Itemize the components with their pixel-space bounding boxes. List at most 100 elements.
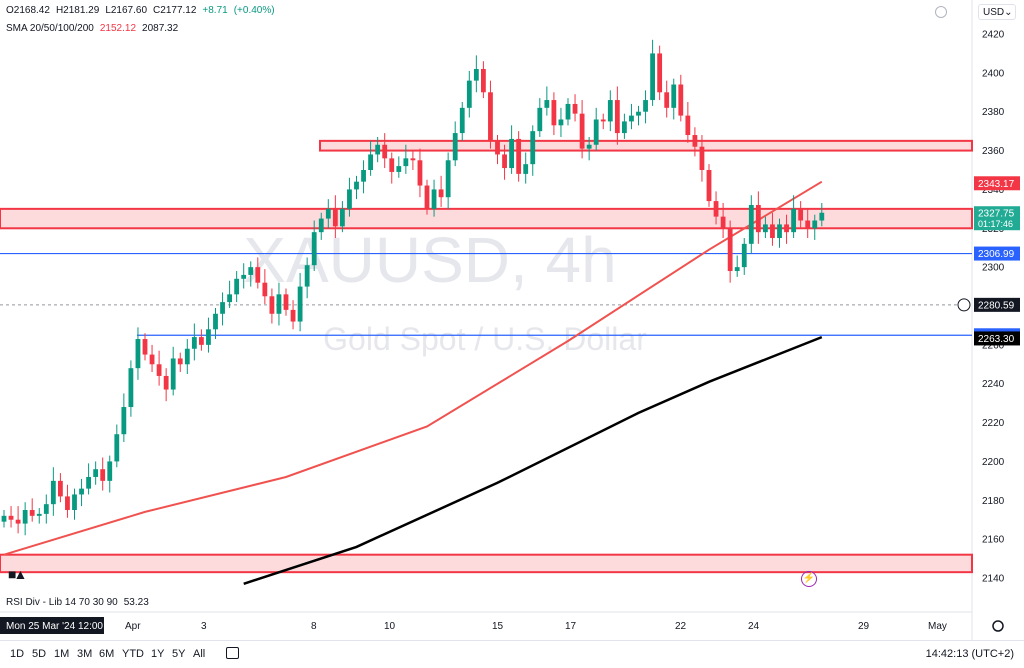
candle-body: [375, 144, 381, 155]
x-tick-label: 3: [201, 621, 207, 632]
candle-body: [572, 103, 578, 114]
candle-body: [558, 119, 564, 126]
candle-body: [643, 100, 648, 112]
candle-body: [791, 208, 796, 233]
candle-body: [177, 358, 183, 365]
add-alert-icon[interactable]: [957, 298, 971, 312]
price-label-bg: [974, 331, 1020, 346]
candle-body: [699, 146, 705, 170]
bolt-icon[interactable]: ⚡: [801, 571, 817, 587]
candle-body: [325, 208, 331, 219]
candle-body: [614, 100, 620, 134]
candle-body: [318, 218, 324, 233]
candle-body: [495, 140, 500, 155]
ohlc-close: C2177.12: [153, 5, 197, 16]
candle-body: [502, 154, 507, 169]
y-tick-label: 2180: [982, 496, 1005, 507]
sma-value-1: 2152.12: [99, 23, 137, 34]
candles: [1, 39, 825, 536]
candle-body: [170, 358, 176, 390]
candle-body: [297, 286, 303, 322]
tf-all[interactable]: All: [193, 648, 206, 660]
candle-body: [206, 329, 211, 345]
candle-body: [706, 170, 712, 202]
candle-body: [50, 480, 56, 505]
tf-1d[interactable]: 1D: [10, 648, 25, 660]
tf-3m[interactable]: 3M: [77, 648, 93, 660]
candle-body: [657, 53, 663, 93]
price-label-bg: [974, 206, 1020, 231]
tf-5y[interactable]: 5Y: [172, 648, 186, 660]
candle-body: [607, 100, 613, 122]
chart-settings-icon[interactable]: [935, 6, 947, 18]
x-tick-label: 8: [311, 621, 317, 632]
candle-body: [410, 158, 416, 161]
supply-demand-zone: [0, 207, 973, 230]
tf-ytd[interactable]: YTD: [122, 648, 144, 660]
candle-body: [516, 138, 522, 174]
candle-body: [664, 92, 670, 108]
candle-body: [678, 84, 684, 116]
price-label: 2306.99: [978, 249, 1015, 260]
chevron-down-icon: ⌄: [1004, 6, 1013, 18]
candle-body: [565, 103, 571, 120]
y-tick-label: 2160: [982, 535, 1005, 546]
currency-label: USD: [983, 6, 1005, 18]
calendar-icon[interactable]: [226, 647, 239, 659]
candle-body: [622, 121, 627, 134]
watermark-description: Gold Spot / U.S. Dollar: [323, 321, 647, 357]
price-label-countdown: 01:17:46: [978, 219, 1013, 229]
sma-red-line: [3, 180, 823, 556]
price-label-bg: [974, 297, 1020, 312]
candle-body: [220, 302, 225, 314]
clock[interactable]: 14:42:13 (UTC+2): [925, 648, 1014, 660]
candle-body: [276, 294, 282, 314]
sma-legend[interactable]: SMA 20/50/100/200 2152.12 2087.32: [6, 23, 178, 34]
candle-body: [798, 208, 804, 221]
candle-body: [29, 510, 35, 516]
candle-body: [199, 337, 204, 345]
candle-body: [163, 375, 169, 390]
y-tick-label: 2200: [982, 457, 1005, 468]
tf-5d[interactable]: 5D: [32, 648, 47, 660]
candle-body: [135, 339, 141, 369]
y-tick-label: 2340: [982, 185, 1005, 196]
tf-6m[interactable]: 6M: [99, 648, 115, 660]
candle-body: [340, 208, 345, 227]
candle-body: [121, 407, 127, 435]
x-tick-label: Apr: [125, 621, 141, 632]
candle-body: [459, 107, 465, 134]
x-tick-highlight: [0, 617, 104, 634]
ohlc-open: O2168.42: [6, 5, 50, 16]
candle-body: [43, 504, 49, 514]
currency-selector[interactable]: USD ⌄: [978, 4, 1016, 20]
x-tick-label: May: [928, 621, 947, 632]
ohlc-legend: O2168.42 H2181.29 L2167.60 C2177.12 +8.7…: [6, 5, 275, 16]
candle-body: [156, 364, 162, 376]
candle-body: [488, 92, 493, 141]
candle-body: [290, 309, 296, 322]
rsi-legend[interactable]: RSI Div - Lib 14 70 30 90 53.23: [6, 597, 149, 608]
candle-body: [1, 515, 7, 522]
price-label: 2263.30: [978, 334, 1015, 345]
y-tick-label: 2260: [982, 340, 1005, 351]
y-tick-label: 2240: [982, 379, 1005, 390]
candle-body: [311, 232, 317, 266]
x-tick-label: Mon 25 Mar '24 12:00: [6, 621, 103, 632]
gear-icon[interactable]: [992, 620, 1004, 632]
candle-body: [184, 348, 190, 365]
tf-1y[interactable]: 1Y: [151, 648, 165, 660]
candle-body: [713, 201, 719, 217]
candle-body: [36, 513, 42, 516]
price-label: 2280.59: [978, 300, 1015, 311]
candle-body: [438, 189, 444, 198]
candle-body: [523, 164, 529, 174]
candle-body: [784, 224, 789, 233]
candle-body: [255, 267, 261, 283]
tf-1m[interactable]: 1M: [54, 648, 70, 660]
candle-body: [600, 119, 606, 122]
candle-body: [586, 144, 592, 149]
rsi-value: 53.23: [123, 597, 149, 608]
candle-body: [354, 181, 359, 190]
